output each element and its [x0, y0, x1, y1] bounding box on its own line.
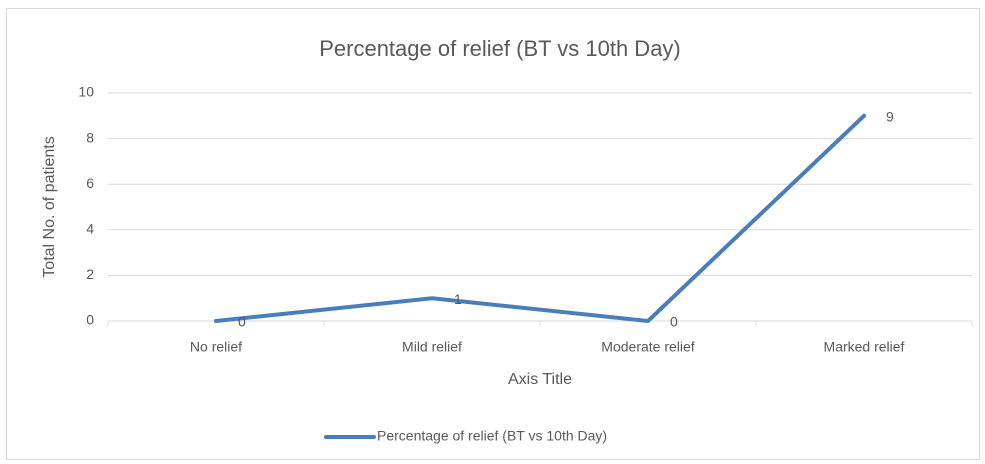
- y-tick-label: 2: [86, 266, 94, 282]
- x-tick-label: Marked relief: [824, 339, 905, 355]
- y-tick-label: 0: [86, 312, 94, 328]
- y-tick-label: 10: [78, 84, 94, 100]
- x-tick-label: No relief: [190, 339, 242, 355]
- y-tick-label: 6: [86, 175, 94, 191]
- x-axis-title: Axis Title: [508, 371, 572, 388]
- chart-title: Percentage of relief (BT vs 10th Day): [319, 36, 681, 61]
- line-series: [214, 113, 866, 323]
- x-tick-label: Moderate relief: [601, 339, 694, 355]
- data-label: 9: [886, 109, 894, 125]
- y-axis-title: Total No. of patients: [41, 136, 58, 277]
- y-tick-label: 4: [86, 221, 94, 237]
- y-tick-label: 8: [86, 129, 94, 145]
- x-tick-label: Mild relief: [402, 339, 462, 355]
- legend-label: Percentage of relief (BT vs 10th Day): [377, 428, 607, 444]
- data-label: 0: [670, 314, 678, 330]
- chart-border: [6, 8, 980, 460]
- data-label: 1: [454, 291, 462, 307]
- data-label: 0: [238, 314, 246, 330]
